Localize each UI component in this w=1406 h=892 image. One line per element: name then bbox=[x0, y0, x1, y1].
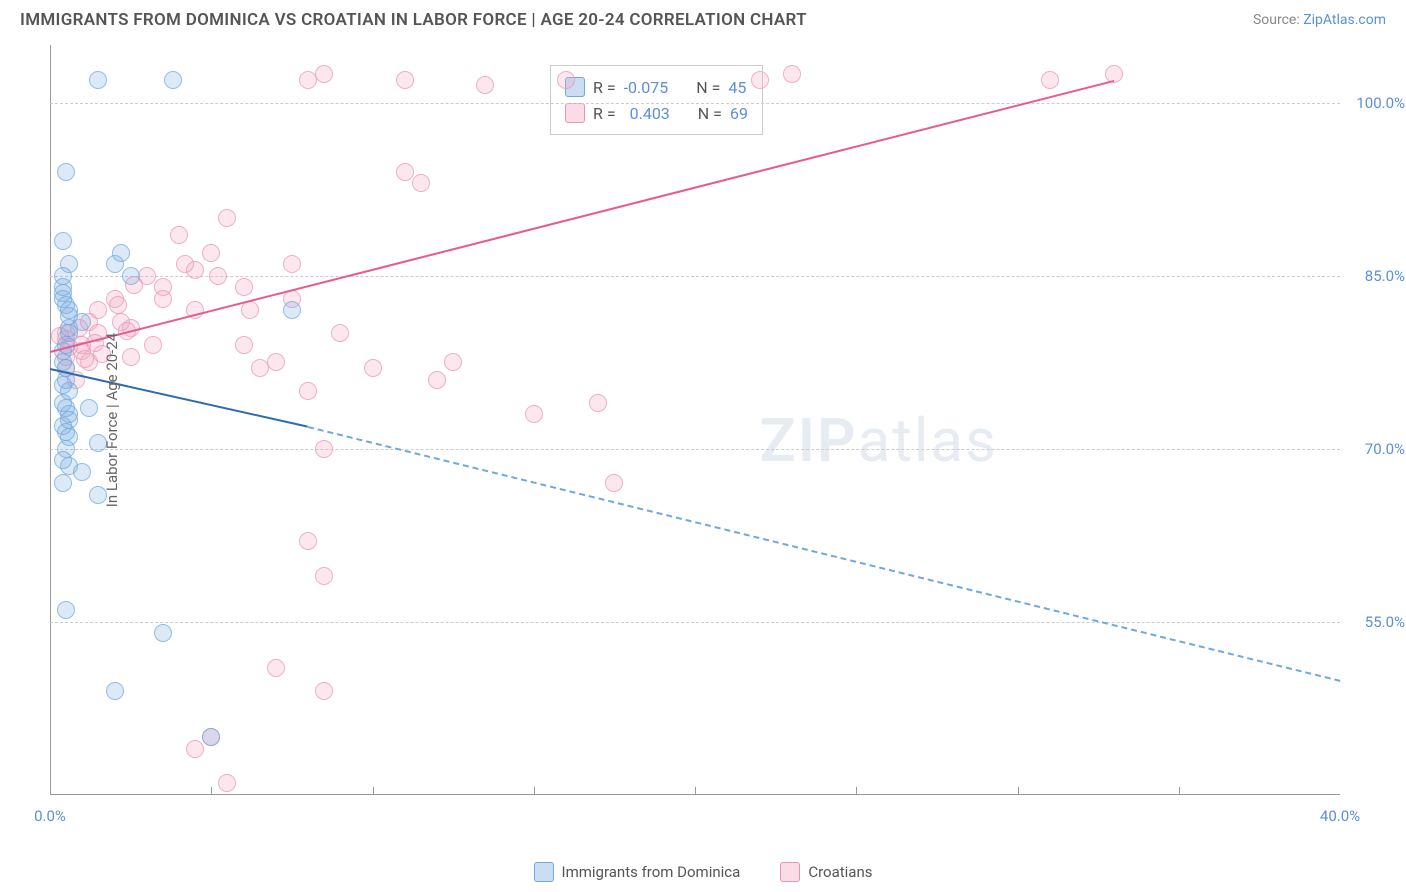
scatter-point bbox=[106, 682, 124, 700]
legend-swatch-pink bbox=[565, 103, 585, 123]
correlation-legend: R = -0.075 N = 45 R = 0.403 N = 69 bbox=[550, 65, 763, 135]
y-tick-label: 55.0% bbox=[1365, 613, 1405, 631]
scatter-point bbox=[331, 324, 349, 342]
scatter-point bbox=[80, 399, 98, 417]
scatter-point bbox=[57, 163, 75, 181]
scatter-point bbox=[112, 244, 130, 262]
gridline bbox=[50, 449, 1340, 450]
scatter-point bbox=[751, 71, 769, 89]
chart-title: IMMIGRANTS FROM DOMINICA VS CROATIAN IN … bbox=[20, 10, 807, 30]
gridline bbox=[50, 276, 1340, 277]
legend-row-dominica: R = -0.075 N = 45 bbox=[565, 74, 748, 100]
y-tick-label: 100.0% bbox=[1356, 94, 1405, 112]
scatter-point bbox=[315, 65, 333, 83]
scatter-point bbox=[164, 71, 182, 89]
chart-area: ZIPatlas R = -0.075 N = 45 R = 0.403 N =… bbox=[50, 45, 1340, 795]
scatter-point bbox=[557, 71, 575, 89]
scatter-point bbox=[299, 382, 317, 400]
scatter-point bbox=[54, 232, 72, 250]
scatter-point bbox=[476, 76, 494, 94]
x-tick-label: 40.0% bbox=[1320, 807, 1360, 825]
scatter-point bbox=[186, 740, 204, 758]
x-tick bbox=[373, 787, 374, 795]
watermark: ZIPatlas bbox=[760, 405, 999, 476]
series-legend: Immigrants from Dominica Croatians bbox=[0, 862, 1406, 882]
scatter-point bbox=[315, 440, 333, 458]
scatter-point bbox=[783, 65, 801, 83]
scatter-point bbox=[154, 624, 172, 642]
scatter-point bbox=[144, 336, 162, 354]
scatter-point bbox=[1041, 71, 1059, 89]
scatter-point bbox=[89, 301, 107, 319]
scatter-point bbox=[209, 267, 227, 285]
legend-swatch-pink bbox=[780, 862, 800, 882]
scatter-point bbox=[235, 336, 253, 354]
x-tick bbox=[1179, 787, 1180, 795]
scatter-point bbox=[54, 394, 72, 412]
scatter-point bbox=[315, 567, 333, 585]
scatter-point bbox=[122, 267, 140, 285]
scatter-point bbox=[54, 451, 72, 469]
source-attribution: Source: ZipAtlas.com bbox=[1253, 12, 1386, 28]
y-axis-line bbox=[50, 45, 51, 795]
gridline bbox=[50, 103, 1340, 104]
scatter-point bbox=[428, 371, 446, 389]
legend-swatch-blue bbox=[534, 862, 554, 882]
scatter-point bbox=[57, 423, 75, 441]
scatter-point bbox=[218, 209, 236, 227]
scatter-point bbox=[176, 255, 194, 273]
scatter-point bbox=[170, 226, 188, 244]
y-tick-label: 85.0% bbox=[1365, 267, 1405, 285]
scatter-point bbox=[283, 255, 301, 273]
scatter-point bbox=[109, 296, 127, 314]
scatter-point bbox=[444, 353, 462, 371]
scatter-point bbox=[364, 359, 382, 377]
x-tick bbox=[1018, 787, 1019, 795]
x-tick bbox=[856, 787, 857, 795]
trend-line bbox=[50, 368, 308, 428]
scatter-point bbox=[57, 601, 75, 619]
scatter-point bbox=[525, 405, 543, 423]
x-tick-label: 0.0% bbox=[34, 807, 66, 825]
scatter-point bbox=[299, 532, 317, 550]
scatter-point bbox=[202, 728, 220, 746]
scatter-point bbox=[54, 284, 72, 302]
scatter-point bbox=[283, 301, 301, 319]
scatter-point bbox=[122, 348, 140, 366]
legend-row-croatian: R = 0.403 N = 69 bbox=[565, 100, 748, 126]
scatter-point bbox=[202, 244, 220, 262]
scatter-point bbox=[241, 301, 259, 319]
gridline bbox=[50, 622, 1340, 623]
scatter-point bbox=[154, 290, 172, 308]
scatter-point bbox=[589, 394, 607, 412]
y-tick-label: 70.0% bbox=[1365, 440, 1405, 458]
scatter-point bbox=[267, 353, 285, 371]
scatter-point bbox=[267, 659, 285, 677]
legend-item-dominica: Immigrants from Dominica bbox=[534, 862, 741, 882]
scatter-point bbox=[235, 278, 253, 296]
x-tick bbox=[534, 787, 535, 795]
y-axis-label: In Labor Force | Age 20-24 bbox=[103, 333, 121, 507]
scatter-point bbox=[73, 463, 91, 481]
source-link[interactable]: ZipAtlas.com bbox=[1303, 12, 1386, 28]
trend-line bbox=[308, 426, 1340, 682]
scatter-point bbox=[396, 71, 414, 89]
scatter-point bbox=[60, 307, 78, 325]
scatter-point bbox=[396, 163, 414, 181]
scatter-point bbox=[89, 71, 107, 89]
scatter-point bbox=[54, 474, 72, 492]
scatter-point bbox=[605, 474, 623, 492]
x-tick bbox=[695, 787, 696, 795]
scatter-point bbox=[315, 682, 333, 700]
x-tick bbox=[211, 787, 212, 795]
scatter-point bbox=[218, 774, 236, 792]
legend-item-croatian: Croatians bbox=[780, 862, 872, 882]
scatter-point bbox=[412, 174, 430, 192]
